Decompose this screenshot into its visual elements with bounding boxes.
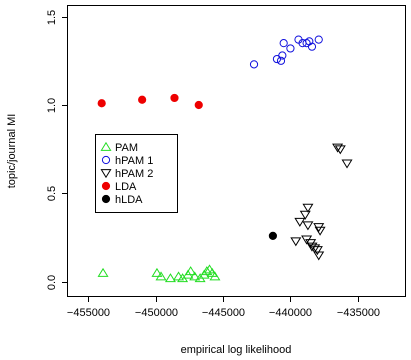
y-tick-label: 0.0 (46, 275, 58, 290)
data-point (313, 251, 325, 261)
series-hlda (268, 231, 277, 240)
data-point (341, 159, 353, 169)
y-tick-label: 0.5 (46, 186, 58, 201)
data-point (164, 273, 176, 283)
legend-label: hLDA (115, 194, 143, 206)
plot-frame (67, 5, 406, 297)
data-point (279, 39, 288, 48)
y-axis-label: topic/journal MI (6, 114, 18, 189)
legend-label: LDA (115, 181, 137, 193)
data-point (314, 35, 323, 44)
data-point (194, 100, 203, 110)
data-point (309, 244, 321, 254)
series-pam (97, 264, 221, 283)
data-point (138, 95, 147, 104)
data-point (97, 267, 109, 277)
x-tick-label: −445000 (202, 307, 245, 319)
legend-label: PAM (115, 142, 138, 154)
y-axis: 0.0 0.5 1.0 1.5 (46, 10, 68, 290)
series-hpam-1 (249, 35, 323, 69)
data-point (268, 231, 277, 240)
data-point (311, 246, 323, 256)
series-hpam-2 (290, 143, 353, 261)
data-point (332, 143, 344, 153)
legend-marker (100, 141, 112, 151)
data-point (302, 203, 314, 213)
data-point (170, 93, 179, 103)
data-points (97, 35, 353, 283)
legend-marker (101, 155, 111, 165)
x-tick-label: −450000 (135, 307, 178, 319)
data-point (307, 42, 317, 51)
legend-label: hPAM 1 (115, 155, 153, 167)
series-lda (97, 93, 203, 110)
x-tick-label: −455000 (67, 307, 110, 319)
legend-marker (101, 194, 111, 204)
y-tick-label: 1.0 (46, 98, 58, 113)
x-tick-label: −440000 (269, 307, 312, 319)
data-point (302, 221, 314, 231)
legend-marker (100, 169, 112, 179)
x-axis: −455000 −450000 −445000 −440000 −435000 (67, 296, 380, 319)
x-tick-label: −435000 (337, 307, 380, 319)
y-tick-label: 1.5 (46, 10, 58, 25)
data-point (276, 56, 286, 65)
data-point (189, 271, 201, 281)
data-point (151, 267, 163, 277)
data-point (201, 266, 213, 276)
data-point (209, 271, 221, 281)
data-point (185, 266, 197, 276)
legend-marker (101, 181, 111, 191)
data-point (278, 51, 287, 60)
data-point (272, 54, 282, 64)
data-point (334, 145, 346, 155)
x-axis-label: empirical log likelihood (181, 344, 292, 356)
data-point (155, 271, 167, 281)
data-point (294, 217, 306, 227)
data-point (290, 237, 302, 247)
data-point (286, 44, 295, 53)
legend-label: hPAM 2 (115, 168, 153, 180)
data-point (305, 37, 314, 46)
data-point (97, 99, 106, 108)
data-point (314, 226, 326, 236)
data-point (299, 210, 311, 220)
data-point (249, 60, 259, 69)
